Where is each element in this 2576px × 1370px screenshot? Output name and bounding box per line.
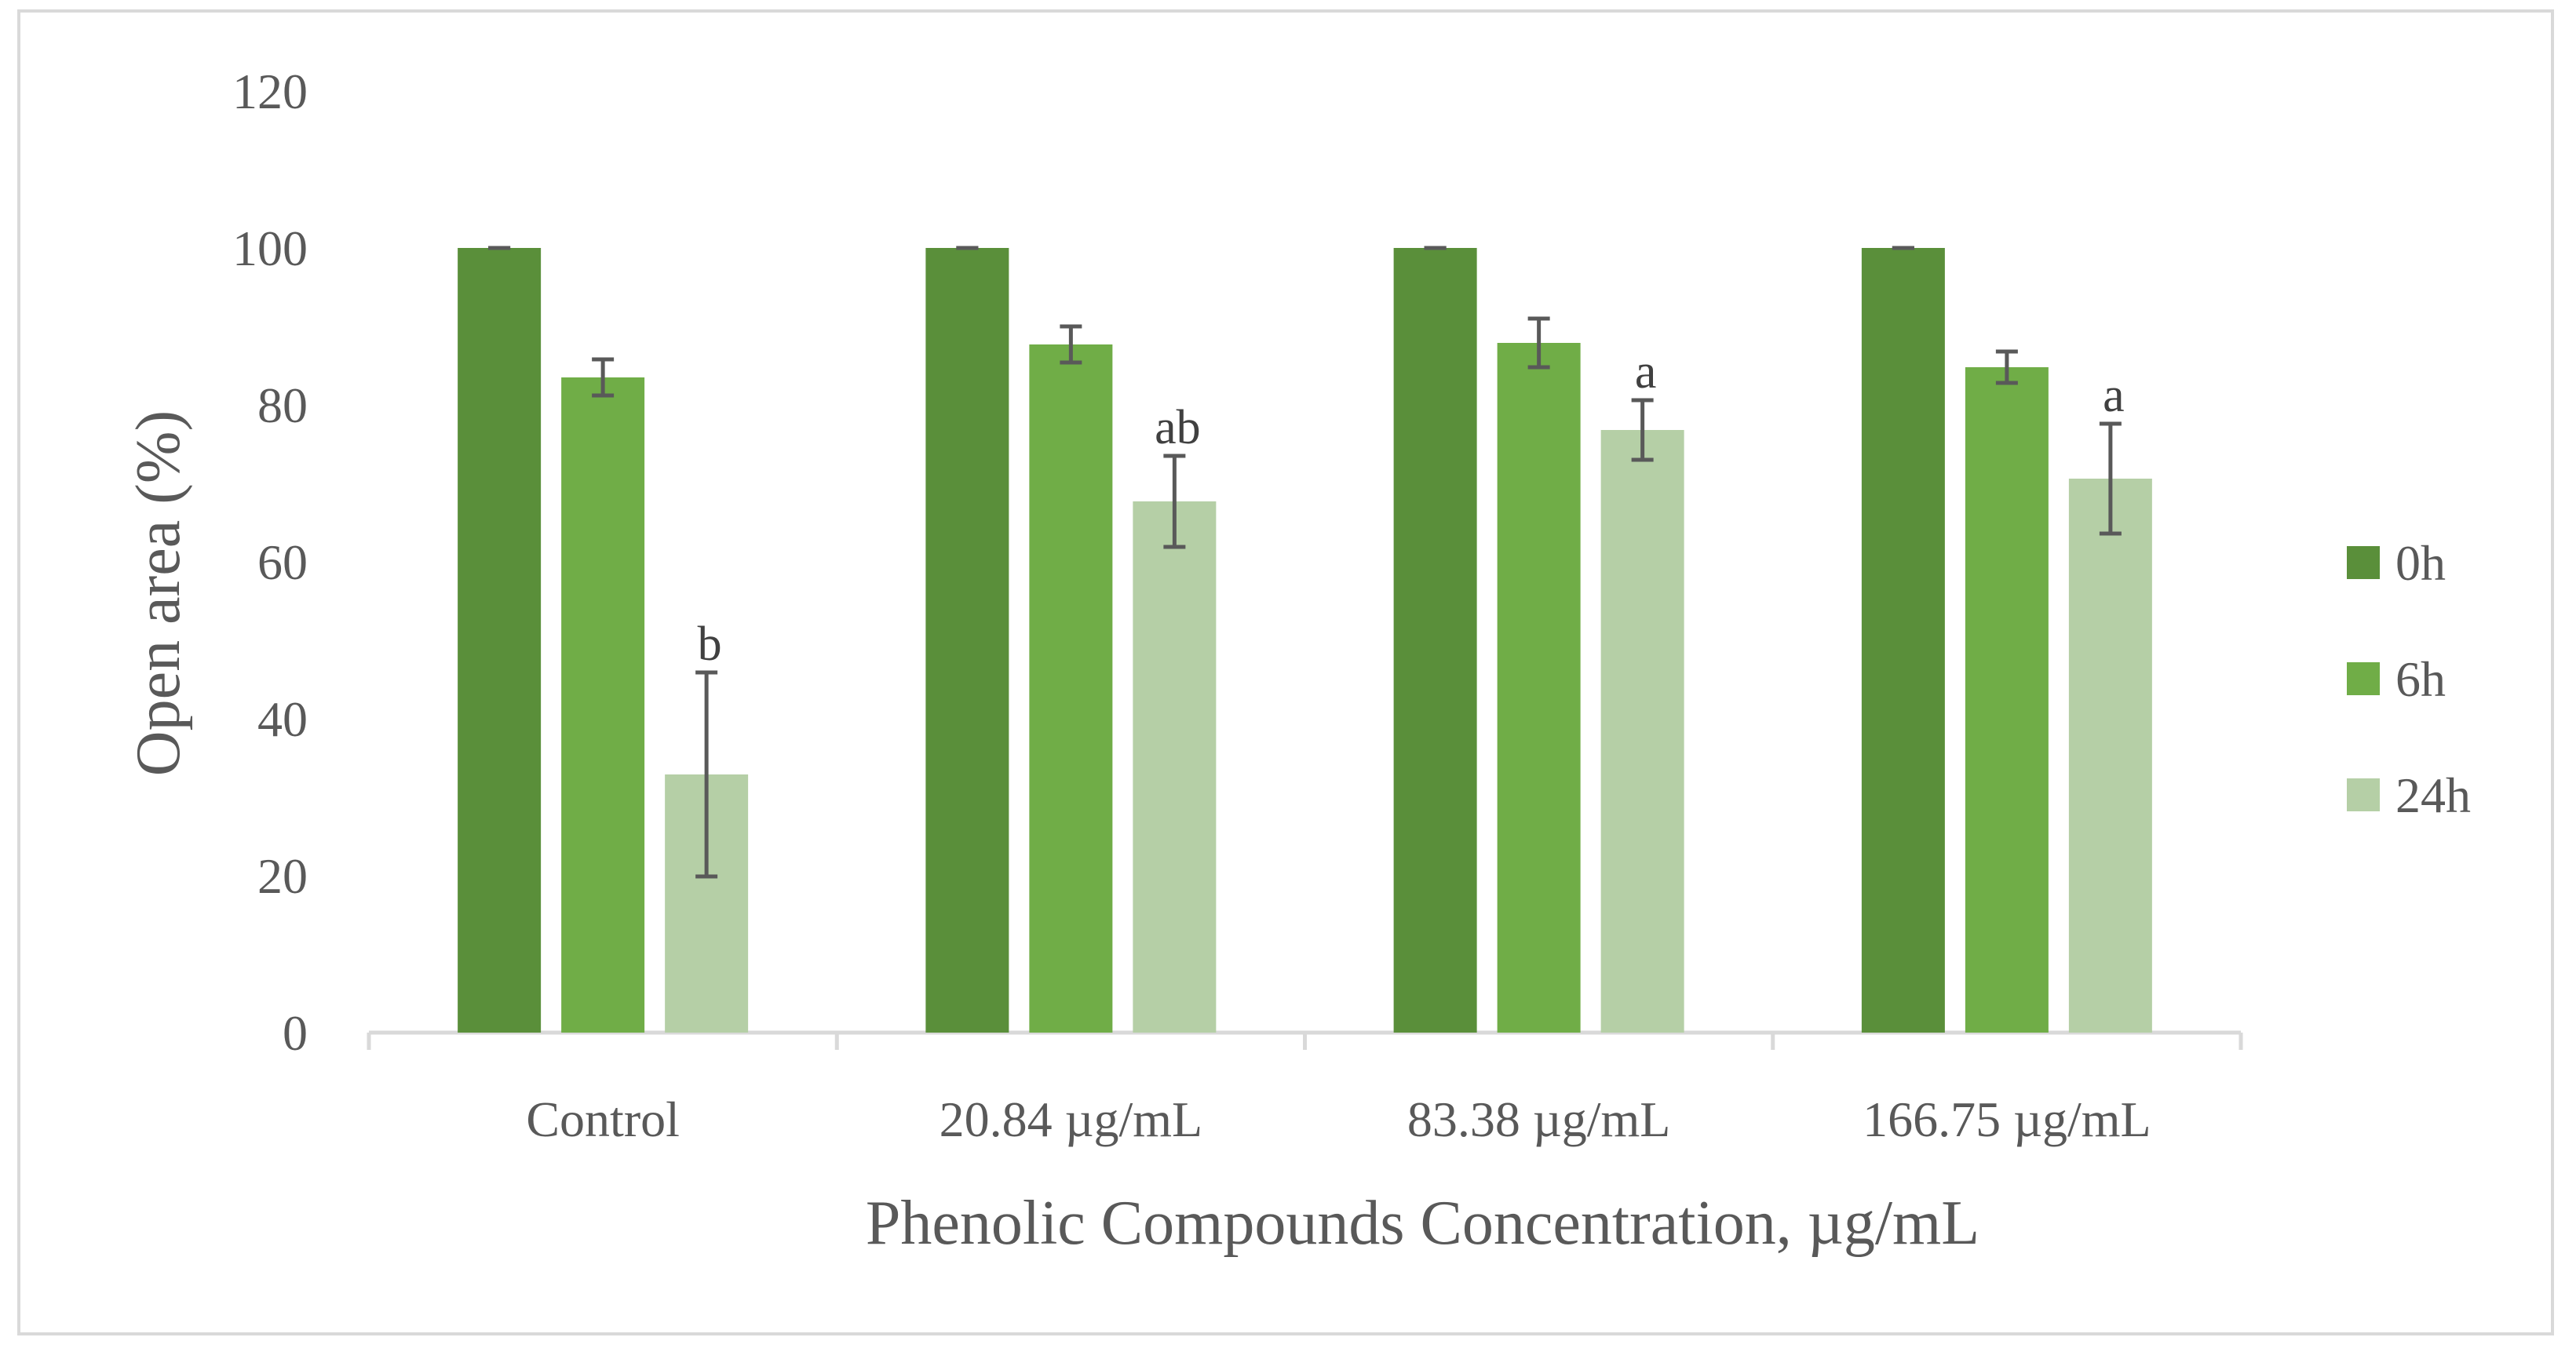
legend-swatch-24h bbox=[2347, 778, 2380, 811]
x-tick-label-3: 166.75 µg/mL bbox=[1863, 1091, 2151, 1147]
bar-0h-1 bbox=[925, 248, 1009, 1033]
bar-6h-1 bbox=[1029, 344, 1113, 1033]
bar-0h-3 bbox=[1861, 248, 1945, 1033]
x-tick-label-1: 20.84 µg/mL bbox=[940, 1091, 1203, 1147]
y-tick-label-0: 0 bbox=[283, 1005, 308, 1061]
y-tick-label-6: 120 bbox=[232, 64, 308, 119]
bar-24h-1 bbox=[1133, 501, 1217, 1033]
x-tick-label-0: Control bbox=[526, 1091, 680, 1147]
legend-swatch-0h bbox=[2347, 546, 2380, 579]
bar-0h-2 bbox=[1393, 248, 1477, 1033]
significance-label-1: ab bbox=[1155, 401, 1201, 454]
x-tick-label-2: 83.38 µg/mL bbox=[1407, 1091, 1671, 1147]
significance-label-3: a bbox=[2103, 369, 2125, 422]
legend-label-0h: 0h bbox=[2395, 535, 2446, 591]
x-axis-title: Phenolic Compounds Concentration, µg/mL bbox=[866, 1189, 1979, 1258]
legend-label-6h: 6h bbox=[2395, 651, 2446, 707]
significance-label-0: b bbox=[698, 618, 722, 671]
legend-label-24h: 24h bbox=[2395, 767, 2471, 823]
bar-24h-2 bbox=[1600, 430, 1684, 1033]
y-tick-label-2: 40 bbox=[257, 691, 308, 747]
bar-0h-0 bbox=[458, 248, 542, 1033]
significance-label-2: a bbox=[1635, 345, 1657, 399]
y-tick-label-3: 60 bbox=[257, 534, 308, 590]
bar-6h-3 bbox=[1965, 367, 2049, 1033]
y-tick-label-5: 100 bbox=[232, 220, 308, 276]
y-tick-label-4: 80 bbox=[257, 377, 308, 433]
bar-24h-3 bbox=[2068, 479, 2152, 1033]
legend-swatch-6h bbox=[2347, 662, 2380, 695]
bar-6h-2 bbox=[1497, 343, 1581, 1033]
y-tick-label-1: 20 bbox=[257, 848, 308, 904]
bar-6h-0 bbox=[561, 377, 645, 1033]
y-axis-title: Open area (%) bbox=[124, 410, 193, 776]
